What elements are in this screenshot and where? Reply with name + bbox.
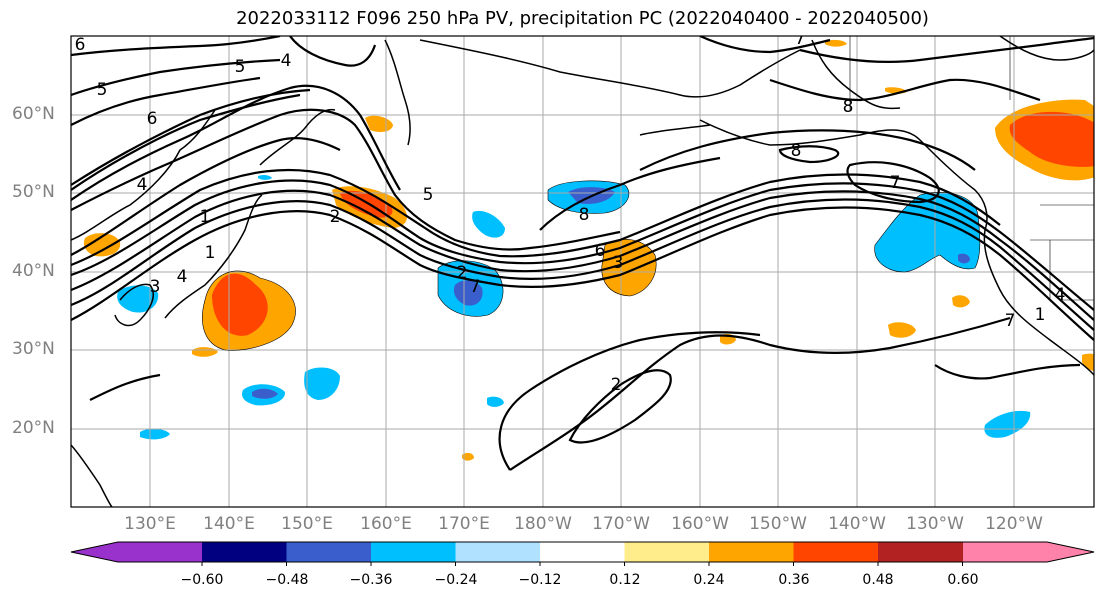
contour-label: 1 [1035,305,1046,325]
contour-label: 4 [281,51,292,71]
pv-contours [71,36,1094,471]
contour-label: 8 [579,205,590,225]
contour-label: 4 [1055,285,1066,305]
lon-label: 140°W [828,514,886,534]
colorbar-segment [371,542,456,562]
lon-label: 160°E [360,514,412,534]
colorbar-tick-label: −0.24 [434,572,478,588]
colorbar-tick-label: −0.60 [180,572,224,588]
precip-shading [83,39,1094,461]
map-border [70,35,1095,508]
contour-label: 2 [457,263,468,283]
contour-label: 4 [177,267,188,287]
lon-label: 140°E [203,514,255,534]
colorbar-tick-label: −0.36 [349,572,393,588]
colorbar-segment [624,542,710,562]
colorbar-segment [878,542,963,562]
colorbar-tick-label: −0.12 [518,572,562,588]
colorbar-tick-label: 0.24 [693,572,725,588]
colorbar-segment [540,542,625,562]
lon-label: 170°E [438,514,490,534]
contour-label: 8 [843,97,854,117]
colorbar-tick-label: 0.36 [778,572,810,588]
colorbar-segment [709,542,794,562]
colorbar-tick-label: 0.60 [947,572,979,588]
map-title: 2022033112 F096 250 hPa PV, precipitatio… [236,8,929,29]
contour-label: 8 [791,141,802,161]
contour-label: 7 [470,277,481,297]
contour-label: 5 [235,57,246,77]
contour-label: 6 [75,35,86,55]
contour-label: 7 [890,173,901,193]
contour-label: 1 [200,207,211,227]
contour-label: 3 [613,253,624,273]
colorbar-tick-label: 0.12 [609,572,641,588]
lon-label: 170°W [592,514,650,534]
contour-label: 6 [147,109,158,129]
lon-label: 130°W [906,514,964,534]
colorbar-tick-label: 0.48 [862,572,894,588]
lon-label: 150°E [281,514,333,534]
lon-label: 120°W [985,514,1043,534]
contour-label: 7 [795,29,806,49]
lon-label: 180°W [514,514,572,534]
contour-label: 2 [330,207,341,227]
lat-label: 50°N [12,182,55,202]
lat-label: 60°N [12,104,55,124]
lat-label: 30°N [12,339,55,359]
lon-label: 150°W [749,514,807,534]
contour-label: 3 [150,277,161,297]
colorbar-extend-max [963,542,1094,562]
colorbar-segment [118,542,202,562]
contour-label: 7 [1005,311,1016,331]
contour-label: 6 [595,241,606,261]
colorbar-segment [286,542,372,562]
colorbar-segment [455,542,541,562]
contour-label: 5 [97,80,108,100]
lat-label: 40°N [12,261,55,281]
colorbar-extend-min [71,542,118,562]
colorbar-tick-label: −0.48 [265,572,309,588]
colorbar-segment [202,542,287,562]
lon-label: 160°W [671,514,729,534]
contour-label: 1 [205,243,216,263]
colorbar-outline [70,541,1095,563]
lon-label: 130°E [124,514,176,534]
contour-label: 5 [423,185,434,205]
colorbar-segment [793,542,879,562]
contour-label: 4 [137,175,148,195]
contour-label: 2 [611,375,622,395]
lat-label: 20°N [12,418,55,438]
